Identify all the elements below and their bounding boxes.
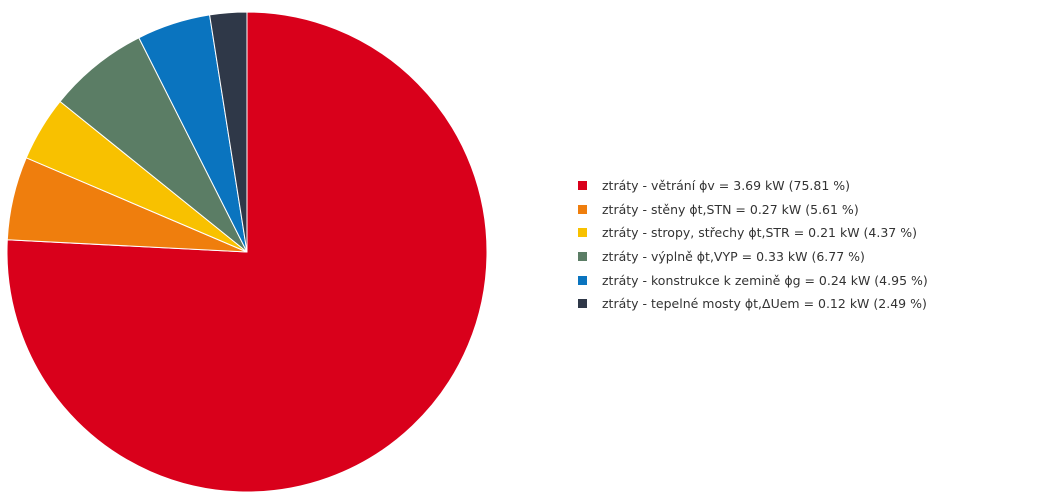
- legend-label: ztráty - výplně ϕt,VYP = 0.33 kW (6.77 %…: [602, 249, 865, 265]
- pie-slice-5[interactable]: [209, 11, 248, 253]
- legend-label: ztráty - konstrukce k zemině ϕg = 0.24 k…: [602, 272, 928, 288]
- legend-label: ztráty - stropy, střechy ϕt,STR = 0.21 k…: [602, 225, 917, 241]
- pie-slice-0[interactable]: [6, 11, 488, 493]
- legend-swatch: [578, 299, 587, 309]
- legend-swatch: [578, 204, 587, 214]
- legend-label: ztráty - větrání ϕv = 3.69 kW (75.81 %): [602, 178, 851, 194]
- legend-item-thermal-bridges[interactable]: ztráty - tepelné mosty ϕt,ΔUem = 0.12 kW…: [578, 292, 1038, 316]
- legend-swatch: [578, 252, 587, 262]
- legend-item-ventilation[interactable]: ztráty - větrání ϕv = 3.69 kW (75.81 %): [578, 174, 1038, 198]
- legend-swatch: [578, 228, 587, 238]
- legend-item-openings[interactable]: ztráty - výplně ϕt,VYP = 0.33 kW (6.77 %…: [578, 245, 1038, 269]
- legend-item-ceilings-roofs[interactable]: ztráty - stropy, střechy ϕt,STR = 0.21 k…: [578, 221, 1038, 245]
- pie-slices: [6, 11, 488, 493]
- legend-item-ground-constructions[interactable]: ztráty - konstrukce k zemině ϕg = 0.24 k…: [578, 268, 1038, 292]
- legend-swatch: [578, 275, 587, 285]
- legend: ztráty - větrání ϕv = 3.69 kW (75.81 %) …: [578, 174, 1038, 316]
- legend-label: ztráty - tepelné mosty ϕt,ΔUem = 0.12 kW…: [602, 296, 927, 312]
- legend-label: ztráty - stěny ϕt,STN = 0.27 kW (5.61 %): [602, 201, 859, 217]
- legend-swatch: [578, 181, 587, 191]
- legend-item-walls[interactable]: ztráty - stěny ϕt,STN = 0.27 kW (5.61 %): [578, 198, 1038, 222]
